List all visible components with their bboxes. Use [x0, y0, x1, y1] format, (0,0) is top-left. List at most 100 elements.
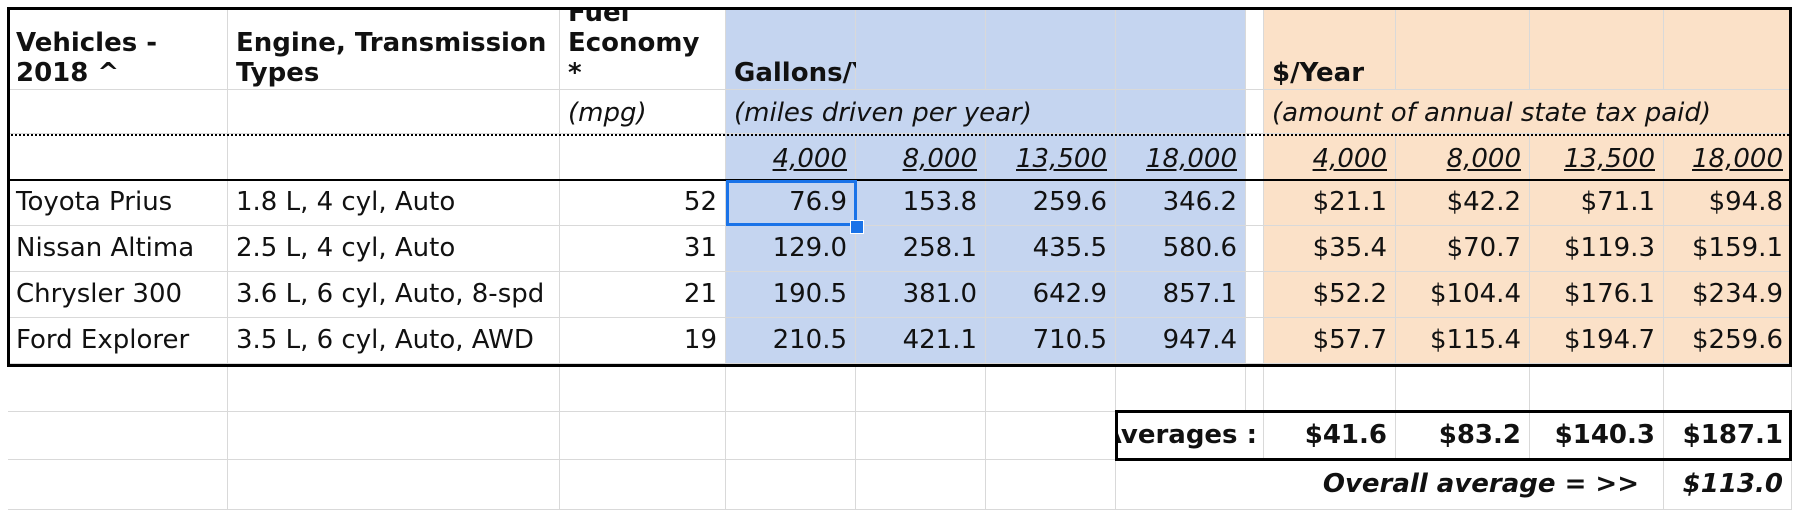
dollars-miles-header[interactable]: 4,000	[1264, 134, 1396, 180]
empty-cell[interactable]	[228, 364, 560, 412]
empty-cell[interactable]	[1116, 364, 1246, 412]
gallons-value[interactable]: 710.5	[986, 318, 1116, 364]
empty-cell[interactable]	[228, 412, 560, 460]
empty-cell[interactable]	[1116, 8, 1246, 90]
gallons-value[interactable]: 580.6	[1116, 226, 1246, 272]
dollars-value[interactable]: $234.9	[1664, 272, 1792, 318]
overall-average-label[interactable]: Overall average = >>	[1116, 460, 1664, 510]
dollars-miles-header[interactable]: 8,000	[1396, 134, 1530, 180]
spacer-cell[interactable]	[1246, 272, 1264, 318]
header-vehicles[interactable]: Vehicles - 2018 ^	[8, 8, 228, 90]
empty-cell[interactable]	[856, 364, 986, 412]
gallons-value[interactable]: 346.2	[1116, 180, 1246, 226]
dollars-value[interactable]: $115.4	[1396, 318, 1530, 364]
gallons-value[interactable]: 259.6	[986, 180, 1116, 226]
gallons-value[interactable]: 129.0	[726, 226, 856, 272]
gallons-value[interactable]: 421.1	[856, 318, 986, 364]
spacer-cell[interactable]	[1246, 180, 1264, 226]
header-gallons-year[interactable]: Gallons/Year	[726, 8, 917, 90]
engine-type[interactable]: 2.5 L, 4 cyl, Auto	[228, 226, 560, 272]
average-value[interactable]: $83.2	[1396, 412, 1530, 460]
gallons-value[interactable]: 642.9	[986, 272, 1116, 318]
averages-label[interactable]: Averages :	[1116, 412, 1264, 460]
empty-cell[interactable]	[1396, 8, 1530, 90]
engine-type[interactable]: 3.6 L, 6 cyl, Auto, 8-spd	[228, 272, 560, 318]
note-state-tax[interactable]: (amount of annual state tax paid)	[1264, 90, 1792, 134]
average-value[interactable]: $187.1	[1664, 412, 1792, 460]
empty-cell[interactable]	[856, 8, 986, 90]
dollars-value[interactable]: $119.3	[1530, 226, 1664, 272]
mpg-value[interactable]: 31	[560, 226, 726, 272]
gallons-miles-header[interactable]: 18,000	[1116, 134, 1246, 180]
empty-cell[interactable]	[726, 364, 856, 412]
vehicle-name[interactable]: Toyota Prius	[8, 180, 228, 226]
mpg-value[interactable]: 52	[560, 180, 726, 226]
empty-cell[interactable]	[560, 134, 726, 180]
empty-cell[interactable]	[1396, 364, 1530, 412]
dollars-value[interactable]: $159.1	[1664, 226, 1792, 272]
gallons-value[interactable]: 381.0	[856, 272, 986, 318]
mpg-value[interactable]: 19	[560, 318, 726, 364]
gallons-value[interactable]: 210.5	[726, 318, 856, 364]
dollars-miles-header[interactable]: 18,000	[1664, 134, 1792, 180]
dollars-value[interactable]: $21.1	[1264, 180, 1396, 226]
empty-cell[interactable]	[8, 412, 228, 460]
empty-cell[interactable]	[726, 412, 856, 460]
dollars-value[interactable]: $71.1	[1530, 180, 1664, 226]
empty-cell[interactable]	[228, 460, 560, 510]
gallons-value[interactable]: 947.4	[1116, 318, 1246, 364]
average-value[interactable]: $41.6	[1264, 412, 1396, 460]
empty-cell[interactable]	[1116, 90, 1246, 134]
header-dollars-year[interactable]: $/Year	[1264, 8, 1396, 90]
dollars-value[interactable]: $259.6	[1664, 318, 1792, 364]
dollars-value[interactable]: $94.8	[1664, 180, 1792, 226]
empty-cell[interactable]	[560, 460, 726, 510]
gallons-value[interactable]: 153.8	[856, 180, 986, 226]
overall-average-value[interactable]: $113.0	[1664, 460, 1792, 510]
empty-cell[interactable]	[8, 460, 228, 510]
spacer-cell[interactable]	[1246, 8, 1264, 90]
dollars-miles-header[interactable]: 13,500	[1530, 134, 1664, 180]
note-mpg[interactable]: (mpg)	[560, 90, 726, 134]
empty-cell[interactable]	[1264, 364, 1396, 412]
dollars-value[interactable]: $104.4	[1396, 272, 1530, 318]
average-value[interactable]: $140.3	[1530, 412, 1664, 460]
dollars-value[interactable]: $57.7	[1264, 318, 1396, 364]
empty-cell[interactable]	[726, 460, 856, 510]
empty-cell[interactable]	[8, 90, 228, 134]
empty-cell[interactable]	[560, 364, 726, 412]
gallons-miles-header[interactable]: 4,000	[726, 134, 856, 180]
gallons-value[interactable]: 76.9	[726, 180, 856, 226]
gallons-miles-header[interactable]: 13,500	[986, 134, 1116, 180]
empty-cell[interactable]	[228, 134, 560, 180]
gallons-value[interactable]: 435.5	[986, 226, 1116, 272]
fill-handle[interactable]	[850, 220, 864, 234]
empty-cell[interactable]	[856, 460, 986, 510]
note-miles-driven[interactable]: (miles driven per year)	[726, 90, 1116, 134]
header-fuel-economy[interactable]: Fuel Economy *	[560, 8, 726, 90]
spacer-cell[interactable]	[1246, 226, 1264, 272]
empty-cell[interactable]	[8, 364, 228, 412]
dollars-value[interactable]: $52.2	[1264, 272, 1396, 318]
dollars-value[interactable]: $42.2	[1396, 180, 1530, 226]
vehicle-name[interactable]: Ford Explorer	[8, 318, 228, 364]
vehicle-name[interactable]: Nissan Altima	[8, 226, 228, 272]
dollars-value[interactable]: $176.1	[1530, 272, 1664, 318]
dollars-value[interactable]: $70.7	[1396, 226, 1530, 272]
spacer-cell[interactable]	[1246, 90, 1264, 134]
empty-cell[interactable]	[986, 8, 1116, 90]
empty-cell[interactable]	[986, 412, 1116, 460]
empty-cell[interactable]	[986, 460, 1116, 510]
header-engine[interactable]: Engine, Transmission Types	[228, 8, 560, 90]
empty-cell[interactable]	[8, 134, 228, 180]
empty-cell[interactable]	[986, 364, 1116, 412]
mpg-value[interactable]: 21	[560, 272, 726, 318]
empty-cell[interactable]	[1664, 364, 1792, 412]
engine-type[interactable]: 3.5 L, 6 cyl, Auto, AWD	[228, 318, 560, 364]
vehicle-name[interactable]: Chrysler 300	[8, 272, 228, 318]
spacer-cell[interactable]	[1246, 134, 1264, 180]
gallons-value[interactable]: 857.1	[1116, 272, 1246, 318]
engine-type[interactable]: 1.8 L, 4 cyl, Auto	[228, 180, 560, 226]
spacer-cell[interactable]	[1246, 318, 1264, 364]
gallons-miles-header[interactable]: 8,000	[856, 134, 986, 180]
